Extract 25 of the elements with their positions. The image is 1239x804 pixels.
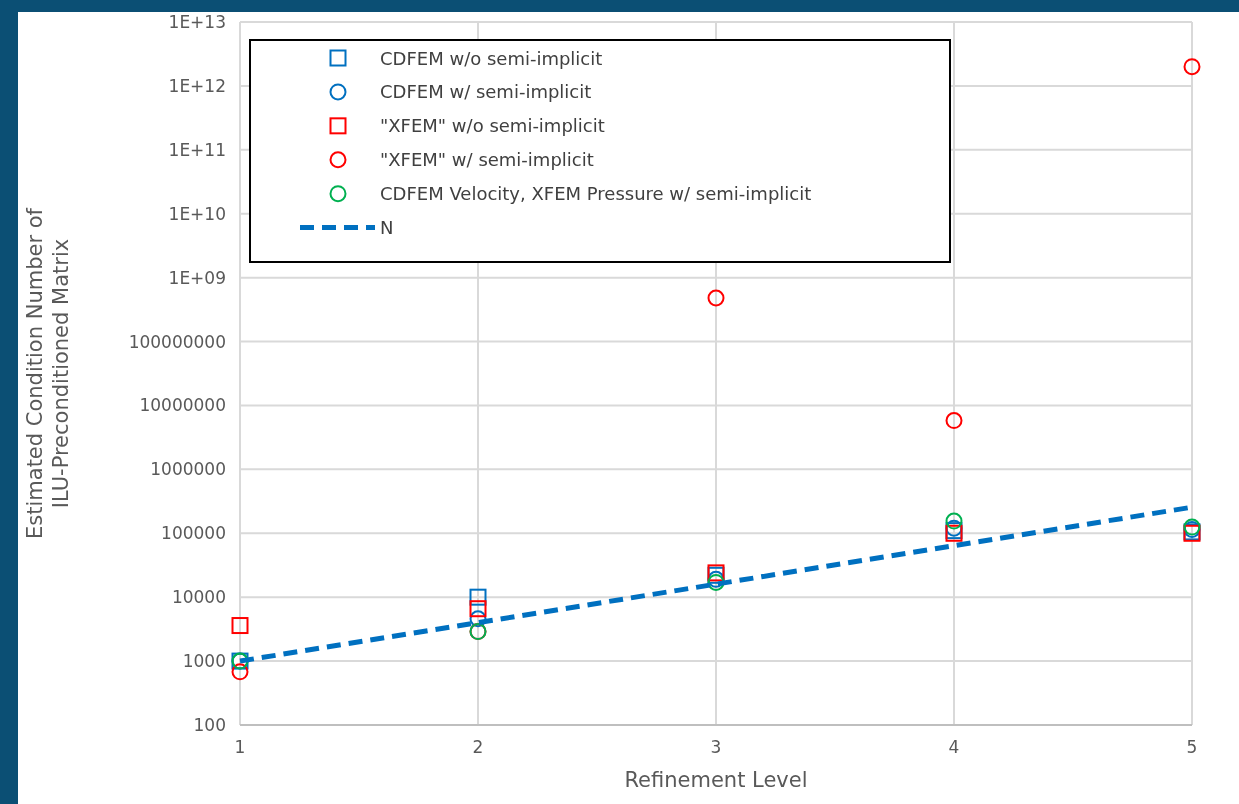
y-tick-label: 10000 xyxy=(171,587,226,608)
y-axis-title: Estimated Condition Number of ILU-Preconditioned Matrix xyxy=(23,207,73,539)
y-tick-label: 1000000 xyxy=(150,459,226,480)
x-tick-label: 2 xyxy=(472,737,484,757)
x-tick-label: 1 xyxy=(234,737,246,757)
x-tick-label: 3 xyxy=(710,737,722,757)
y-tick-label: 1000 xyxy=(182,651,226,672)
legend-label: "XFEM" w/o semi-implicit xyxy=(380,115,605,137)
y-tick-label: 10000000 xyxy=(139,395,226,416)
y-tick-label: 100000000 xyxy=(128,331,226,352)
y-tick-label: 1E+11 xyxy=(168,139,226,160)
y-tick-label: 1E+09 xyxy=(168,267,226,288)
x-tick-label: 4 xyxy=(948,737,960,757)
legend-label: CDFEM Velocity, XFEM Pressure w/ semi-implicit xyxy=(380,183,812,205)
x-axis-title: Refinement Level xyxy=(624,768,808,792)
y-tick-label: 1E+13 xyxy=(168,12,226,32)
y-tick-label: 1E+10 xyxy=(168,203,226,224)
legend-label: "XFEM" w/ semi-implicit xyxy=(380,149,594,171)
y-tick-label: 100000 xyxy=(161,523,226,544)
legend-label: CDFEM w/o semi-implicit xyxy=(380,47,603,69)
legend-label: N xyxy=(380,217,394,239)
y-tick-label: 1E+12 xyxy=(168,75,226,96)
y-tick-label: 100 xyxy=(193,715,226,735)
legend-label: CDFEM w/ semi-implicit xyxy=(380,81,592,103)
x-tick-label: 5 xyxy=(1186,737,1198,757)
